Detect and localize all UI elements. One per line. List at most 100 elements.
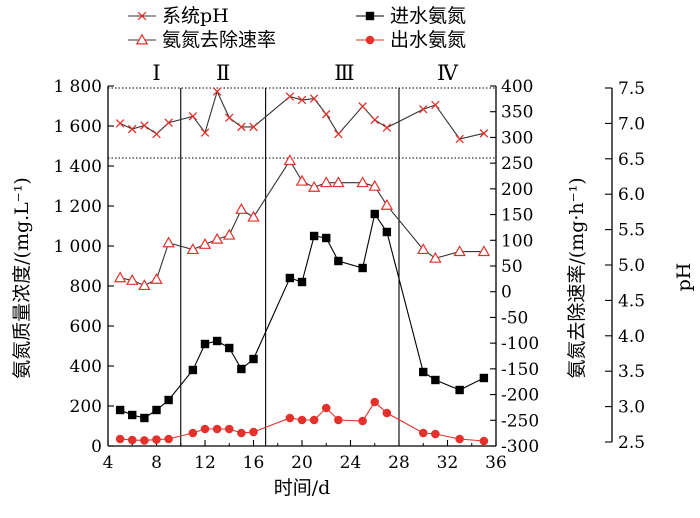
data-point bbox=[235, 203, 248, 214]
data-point bbox=[309, 415, 319, 425]
stage-label: Ⅰ bbox=[152, 61, 160, 85]
data-point bbox=[249, 354, 258, 364]
data-point bbox=[152, 405, 161, 415]
right-tick-label: 250 bbox=[501, 154, 533, 174]
data-point bbox=[370, 209, 379, 219]
legend-item: 系统pH bbox=[128, 5, 229, 27]
data-point bbox=[431, 375, 440, 385]
legend-item: 进水氨氮 bbox=[356, 5, 466, 27]
data-point bbox=[164, 118, 173, 127]
ph-tick-label: 2.5 bbox=[618, 433, 645, 453]
data-point bbox=[455, 385, 464, 395]
data-point bbox=[140, 121, 149, 130]
data-point bbox=[477, 245, 491, 257]
data-point bbox=[164, 395, 173, 405]
legend-label: 氨氮去除速率 bbox=[162, 29, 276, 51]
data-point bbox=[212, 336, 222, 346]
left-tick-label: 400 bbox=[70, 357, 102, 377]
ph-tick-label: 7.0 bbox=[618, 114, 645, 134]
data-point bbox=[285, 92, 295, 101]
plot-frame bbox=[107, 86, 497, 447]
data-point bbox=[307, 180, 321, 192]
data-point bbox=[358, 263, 367, 273]
data-point bbox=[309, 94, 319, 103]
data-point bbox=[419, 367, 428, 377]
data-point bbox=[285, 413, 295, 423]
series-circle bbox=[115, 397, 489, 446]
legend-marker bbox=[365, 35, 375, 45]
data-point bbox=[127, 435, 137, 445]
right-tick-label: -100 bbox=[501, 334, 539, 354]
data-point bbox=[479, 373, 489, 383]
data-point bbox=[152, 129, 161, 139]
data-point bbox=[429, 251, 442, 263]
x-axis-title: 时间/d bbox=[274, 477, 331, 499]
data-point bbox=[322, 233, 331, 243]
x-tick-label: 12 bbox=[194, 453, 216, 473]
ph-tick-label: 4.5 bbox=[618, 291, 645, 311]
data-point bbox=[382, 227, 392, 237]
data-point bbox=[224, 424, 234, 434]
x-tick-label: 16 bbox=[243, 453, 265, 473]
stage-label: Ⅱ bbox=[216, 61, 230, 85]
ph-tick-label: 6.0 bbox=[618, 185, 645, 205]
data-point bbox=[334, 129, 343, 139]
ph-axis-title: pH bbox=[673, 263, 695, 292]
right-tick-label: -300 bbox=[501, 437, 539, 457]
data-point bbox=[237, 364, 246, 374]
data-point bbox=[283, 154, 297, 166]
data-point bbox=[479, 129, 489, 138]
data-point bbox=[223, 228, 236, 240]
data-point bbox=[188, 428, 198, 438]
right-tick-label: 400 bbox=[501, 77, 533, 97]
data-point bbox=[162, 236, 175, 248]
data-point bbox=[455, 134, 464, 144]
data-point bbox=[431, 429, 440, 439]
left-tick-label: 200 bbox=[70, 397, 102, 417]
data-point bbox=[126, 273, 139, 285]
right-tick-label: 0 bbox=[501, 283, 512, 303]
legend-label: 出水氨氮 bbox=[390, 29, 466, 51]
data-point bbox=[356, 176, 369, 188]
left-axis-title: 氨氮质量浓度/(mg.L⁻¹) bbox=[11, 177, 33, 379]
data-point bbox=[212, 424, 222, 434]
data-point bbox=[140, 413, 149, 423]
legend-item: 出水氨氮 bbox=[356, 29, 466, 51]
data-point bbox=[334, 415, 343, 425]
legend-item: 氨氮去除速率 bbox=[128, 29, 276, 51]
stage-labels: Ⅰ Ⅱ Ⅲ Ⅳ bbox=[152, 61, 459, 85]
series-triangle bbox=[113, 154, 491, 291]
data-point bbox=[418, 104, 428, 114]
data-point bbox=[297, 95, 307, 105]
data-point bbox=[113, 271, 127, 283]
data-point bbox=[358, 102, 367, 111]
data-point bbox=[210, 232, 224, 244]
data-point bbox=[249, 122, 258, 132]
data-point bbox=[115, 434, 125, 444]
series-square bbox=[115, 209, 489, 423]
series bbox=[113, 87, 491, 446]
data-point bbox=[188, 112, 198, 121]
ph-tick-label: 7.5 bbox=[618, 79, 645, 99]
left-tick-label: 1 200 bbox=[53, 197, 102, 217]
legend-marker bbox=[137, 11, 147, 21]
data-point bbox=[237, 428, 246, 438]
series-x bbox=[115, 87, 489, 144]
right-tick-label: 150 bbox=[501, 206, 533, 226]
data-point bbox=[115, 405, 125, 415]
data-point bbox=[368, 179, 381, 191]
reference-lines bbox=[108, 87, 496, 159]
ph-tick-label: 6.5 bbox=[618, 150, 645, 170]
x-tick-label: 4 bbox=[103, 453, 114, 473]
data-point bbox=[321, 109, 331, 119]
data-point bbox=[247, 210, 260, 222]
left-tick-label: 1 600 bbox=[53, 117, 102, 137]
data-point bbox=[321, 403, 331, 413]
ph-tick-label: 3.5 bbox=[618, 362, 645, 382]
data-point bbox=[224, 113, 234, 122]
data-point bbox=[150, 272, 163, 284]
left-tick-label: 0 bbox=[91, 437, 102, 457]
data-point bbox=[249, 427, 258, 437]
